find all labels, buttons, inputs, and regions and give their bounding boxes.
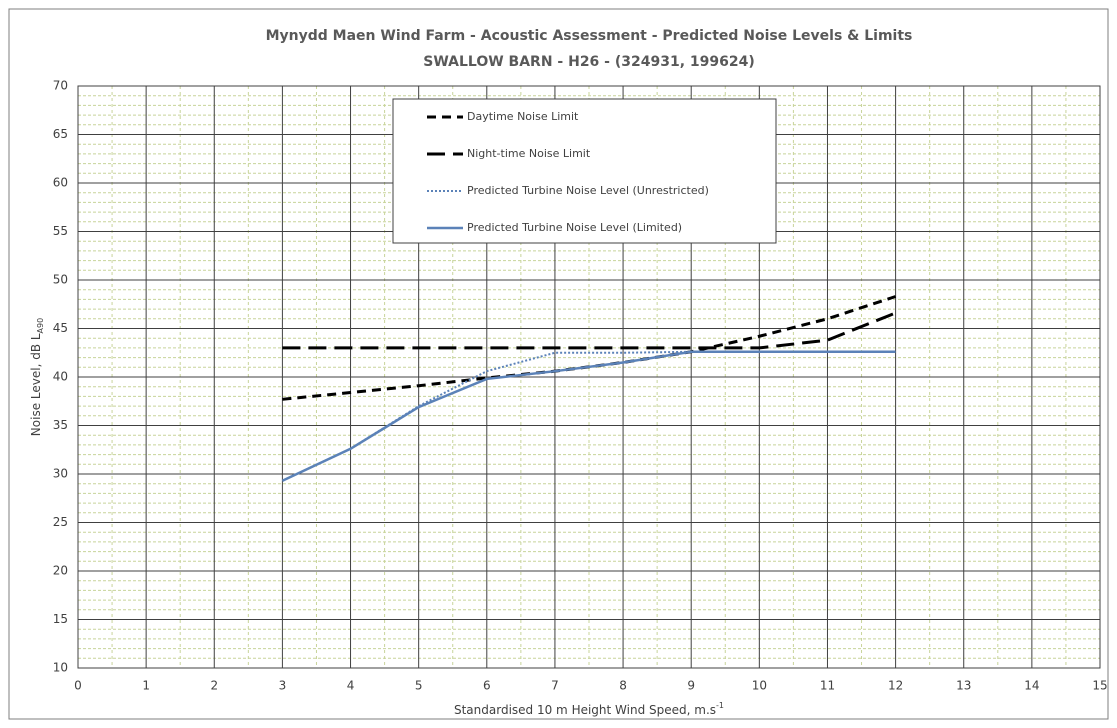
y-tick-label: 10: [53, 661, 68, 675]
x-tick-label: 9: [687, 679, 695, 693]
chart-subtitle: SWALLOW BARN - H26 - (324931, 199624): [423, 54, 755, 70]
y-tick-label: 60: [53, 176, 68, 190]
legend-label: Night-time Noise Limit: [467, 147, 591, 160]
y-tick-label: 55: [53, 224, 68, 238]
x-tick-label: 10: [752, 679, 767, 693]
x-axis-label-text: Standardised 10 m Height Wind Speed, m.s: [454, 703, 716, 717]
y-tick-label: 45: [53, 321, 68, 335]
y-tick-label: 65: [53, 127, 68, 141]
y-axis-label-sub: A90: [36, 318, 45, 334]
x-tick-label: 12: [888, 679, 903, 693]
x-tick-label: 8: [619, 679, 627, 693]
legend-box: [392, 98, 777, 244]
x-tick-label: 13: [956, 679, 971, 693]
series-line: [282, 311, 897, 350]
y-tick-label: 70: [53, 79, 68, 93]
y-tick-label: 15: [53, 612, 68, 626]
y-tick-label: 25: [53, 515, 68, 529]
y-tick-label: 35: [53, 418, 68, 432]
y-axis-label: Noise Level, dB LA90: [29, 318, 45, 436]
legend-label: Predicted Turbine Noise Level (Limited): [467, 221, 682, 234]
chart-title: Mynydd Maen Wind Farm - Acoustic Assessm…: [266, 28, 913, 44]
x-tick-label: 0: [74, 679, 82, 693]
x-tick-label: 4: [347, 679, 355, 693]
x-tick-label: 11: [820, 679, 835, 693]
y-tick-label: 20: [53, 564, 68, 578]
x-tick-label: 5: [415, 679, 423, 693]
x-tick-label: 6: [483, 679, 491, 693]
y-tick-label: 40: [53, 370, 68, 384]
legend-label: Predicted Turbine Noise Level (Unrestric…: [467, 184, 709, 197]
series-line: [281, 350, 896, 482]
x-tick-label: 3: [279, 679, 287, 693]
legend-label: Daytime Noise Limit: [467, 110, 579, 123]
y-axis-label-text: Noise Level, dB L: [29, 333, 43, 436]
x-tick-label: 7: [551, 679, 559, 693]
x-tick-label: 2: [210, 679, 218, 693]
plot-border: [77, 85, 1101, 669]
y-tick-label: 50: [53, 273, 68, 287]
x-tick-label: 14: [1024, 679, 1039, 693]
x-tick-label: 1: [142, 679, 150, 693]
x-axis-label-sup: -1: [716, 701, 724, 710]
x-axis-label: Standardised 10 m Height Wind Speed, m.s…: [454, 701, 724, 717]
y-tick-label: 30: [53, 467, 68, 481]
x-tick-label: 15: [1092, 679, 1107, 693]
